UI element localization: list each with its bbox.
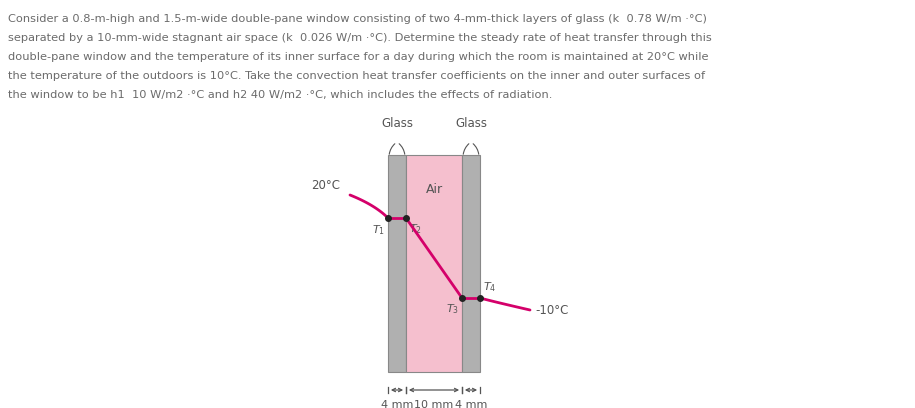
Text: Glass: Glass — [455, 117, 487, 130]
Text: separated by a 10-mm-wide stagnant air space (k  0.026 W/m ·°C). Determine the s: separated by a 10-mm-wide stagnant air s… — [8, 33, 712, 43]
Text: Air: Air — [425, 183, 443, 196]
Text: 4 mm: 4 mm — [381, 400, 414, 408]
Text: 20°C: 20°C — [311, 179, 340, 192]
Text: the temperature of the outdoors is 10°C. Take the convection heat transfer coeff: the temperature of the outdoors is 10°C.… — [8, 71, 705, 81]
Text: 4 mm: 4 mm — [455, 400, 487, 408]
Text: Glass: Glass — [381, 117, 413, 130]
Text: $T_1$: $T_1$ — [372, 223, 385, 237]
Bar — [462, 155, 480, 372]
Text: 10 mm: 10 mm — [414, 400, 454, 408]
Bar — [406, 155, 462, 372]
Text: Consider a 0.8-m-high and 1.5-m-wide double-pane window consisting of two 4-mm-t: Consider a 0.8-m-high and 1.5-m-wide dou… — [8, 14, 707, 24]
Text: -10°C: -10°C — [535, 304, 568, 317]
Bar — [388, 155, 406, 372]
Text: $T_2$: $T_2$ — [409, 222, 422, 236]
Text: the window to be h1  10 W/m2 ·°C and h2 40 W/m2 ·°C, which includes the effects : the window to be h1 10 W/m2 ·°C and h2 4… — [8, 90, 553, 100]
Text: $T_4$: $T_4$ — [483, 280, 496, 294]
Text: $T_3$: $T_3$ — [446, 302, 459, 316]
Text: double-pane window and the temperature of its inner surface for a day during whi: double-pane window and the temperature o… — [8, 52, 708, 62]
